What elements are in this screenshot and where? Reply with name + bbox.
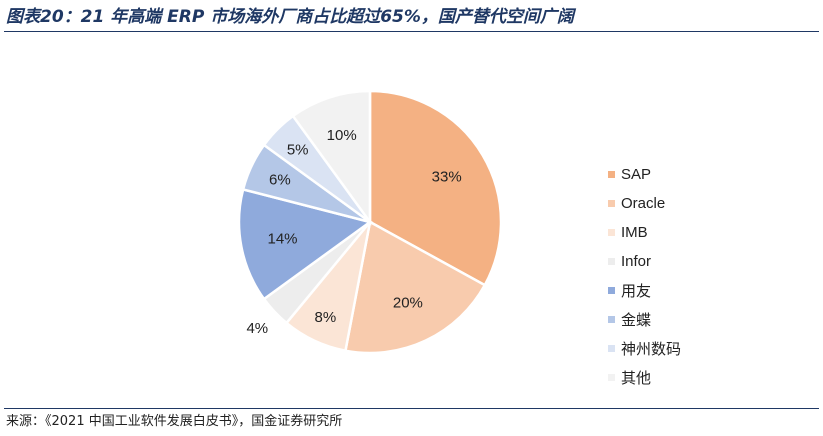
pie-value-label-7: 10% [327,127,357,144]
pie-value-label-6: 5% [287,142,309,159]
legend-item: 神州数码 [608,334,681,363]
pie-value-label-4: 14% [267,231,297,248]
pie-value-label-1: 20% [393,295,423,312]
legend-item: Infor [608,247,681,276]
pie-value-label-0: 33% [432,169,462,186]
legend-item: Oracle [608,189,681,218]
chart-legend: SAP Oracle IMB Infor 用友金蝶神州数码其他 [608,160,681,392]
title-rule [4,31,819,32]
legend-swatch [608,229,615,236]
legend-label: SAP [621,166,652,183]
chart-title: 图表20：21 年高端 ERP 市场海外厂商占比超过65%，国产替代空间广阔 [6,7,574,27]
pie-value-label-2: 8% [315,309,337,326]
legend-swatch [608,287,615,294]
pie-slice-0 [368,89,503,287]
legend-item: 金蝶 [608,305,681,334]
pie-chart: 33% 20% 8% 4% 14% 6% 5% 10% [237,89,503,355]
legend-item: 其他 [608,363,681,392]
legend-swatch [608,171,615,178]
legend-item: SAP [608,160,681,189]
legend-swatch [608,200,615,207]
pie-slices [237,89,503,355]
legend-item: 用友 [608,276,681,305]
legend-label: 神州数码 [621,341,682,358]
pie-slice-4 [237,187,373,301]
legend-swatch [608,316,615,323]
legend-label: 金蝶 [621,312,652,329]
pie-value-label-5: 6% [269,172,291,189]
source-rule [4,408,819,409]
legend-item: IMB [608,218,681,247]
legend-swatch [608,374,615,381]
pie-value-label-3: 4% [246,320,268,337]
pie-value-labels: 33% 20% 8% 4% 14% 6% 5% 10% [246,127,461,337]
legend-label: 其他 [621,370,652,387]
pie-slice-7 [291,89,372,226]
pie-slice-1 [343,220,487,355]
source-note: 来源：《2021 中国工业软件发展白皮书》，国金证券研究所 [6,414,343,429]
legend-label: IMB [621,224,648,241]
legend-swatch [608,345,615,352]
legend-label: Infor [621,253,652,270]
legend-label: Oracle [621,195,666,212]
legend-swatch [608,258,615,265]
legend-label: 用友 [621,283,652,300]
